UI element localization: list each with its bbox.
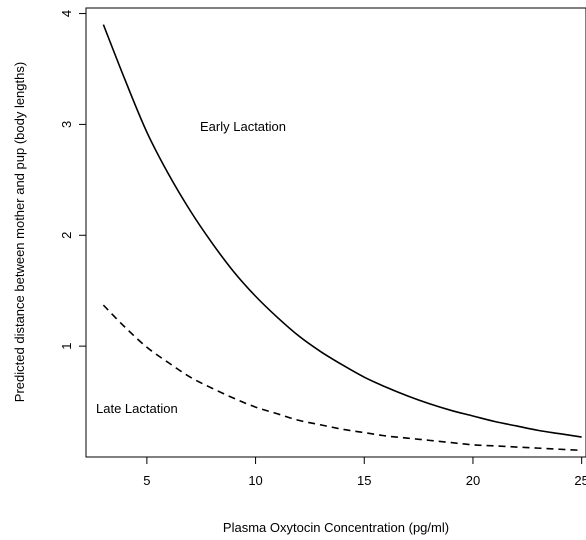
series-layer — [102, 24, 582, 452]
late-lactation-label: Late Lactation — [96, 401, 178, 416]
early-lactation-label: Early Lactation — [200, 119, 286, 134]
y-axis-title: Predicted distance between mother and pu… — [12, 62, 27, 402]
y-tick-label: 1 — [59, 343, 74, 350]
y-tick-label: 4 — [59, 10, 74, 17]
late-lactation-line — [102, 304, 582, 452]
y-tick-label: 2 — [59, 232, 74, 239]
x-tick-label: 5 — [143, 473, 150, 488]
x-axis: 5 10 15 20 25 — [143, 457, 586, 488]
early-lactation-line — [102, 24, 582, 438]
x-tick-label: 20 — [466, 473, 480, 488]
x-tick-label: 25 — [574, 473, 586, 488]
x-tick-label: 15 — [357, 473, 371, 488]
y-tick-label: 3 — [59, 121, 74, 128]
y-axis: 1 2 3 4 — [59, 10, 86, 350]
plot-frame — [85, 7, 586, 458]
x-tick-label: 10 — [248, 473, 262, 488]
x-axis-title: Plasma Oxytocin Concentration (pg/ml) — [223, 520, 449, 535]
